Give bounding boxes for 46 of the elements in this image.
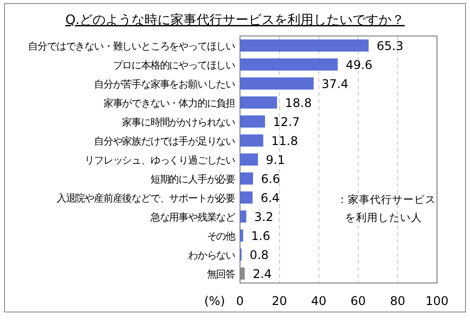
data-label: 3.2 bbox=[254, 210, 274, 224]
data-label: 18.8 bbox=[285, 96, 312, 110]
data-label: 37.4 bbox=[322, 77, 348, 91]
data-label: 11.8 bbox=[271, 134, 298, 148]
bar bbox=[240, 77, 314, 90]
bar bbox=[240, 210, 246, 223]
data-label: 0.8 bbox=[250, 248, 269, 262]
bar bbox=[240, 191, 253, 204]
x-tick-label: 0 bbox=[236, 294, 244, 308]
y-tick-label: 家事に時間がかけられない bbox=[122, 116, 236, 128]
data-label: 6.6 bbox=[261, 172, 280, 186]
y-tick-label: 急な用事や残業など bbox=[149, 212, 236, 224]
x-tick-label: 100 bbox=[426, 294, 448, 308]
y-tick-label: 自分や家族だけでは手が足りない bbox=[94, 136, 236, 148]
y-tick-label: 入退院や産前産後などで、サポートが必要 bbox=[56, 192, 236, 204]
y-tick-label: 短期的に人手が必要 bbox=[150, 174, 236, 186]
data-label: 6.4 bbox=[260, 191, 280, 205]
bar bbox=[240, 134, 264, 147]
chart-title: Q.どのような時に家事代行サービスを利用したいですか？ bbox=[65, 12, 405, 28]
bar bbox=[240, 96, 278, 109]
y-tick-label: わからない bbox=[188, 250, 236, 262]
x-tick-label: 20 bbox=[272, 294, 288, 308]
bar bbox=[240, 39, 369, 52]
data-label: 65.3 bbox=[376, 39, 404, 53]
bar bbox=[240, 58, 338, 71]
x-tick-label: 80 bbox=[390, 294, 406, 308]
bar bbox=[240, 115, 266, 128]
data-label: 49.6 bbox=[346, 58, 372, 72]
annotation: ：家事代行サービスを利用したい人 bbox=[337, 193, 436, 224]
y-tick-label: 家事ができない・体力的に負担 bbox=[103, 98, 236, 110]
x-tick-label: 60 bbox=[350, 294, 366, 308]
y-tick-label: その他 bbox=[206, 230, 236, 242]
y-tick-label: 自分ではできない・難しいところをやってほしい bbox=[28, 40, 236, 52]
bar bbox=[240, 229, 244, 242]
bar bbox=[240, 172, 253, 185]
data-label: 9.1 bbox=[266, 153, 286, 167]
data-label: 2.4 bbox=[252, 267, 272, 281]
y-tick-label: 無回答 bbox=[206, 268, 236, 280]
data-label: 1.6 bbox=[251, 229, 270, 243]
x-axis-title: (%) bbox=[204, 294, 225, 308]
y-tick-label: 自分が苦手な家事をお願いしたい bbox=[94, 78, 236, 90]
data-label: 12.7 bbox=[273, 115, 300, 129]
y-tick-label: プロに本格的にやってほしい bbox=[112, 60, 236, 72]
bar bbox=[240, 153, 258, 166]
y-tick-label: リフレッシュ、ゆっくり過ごしたい bbox=[84, 156, 236, 166]
x-tick-label: 40 bbox=[311, 294, 326, 308]
